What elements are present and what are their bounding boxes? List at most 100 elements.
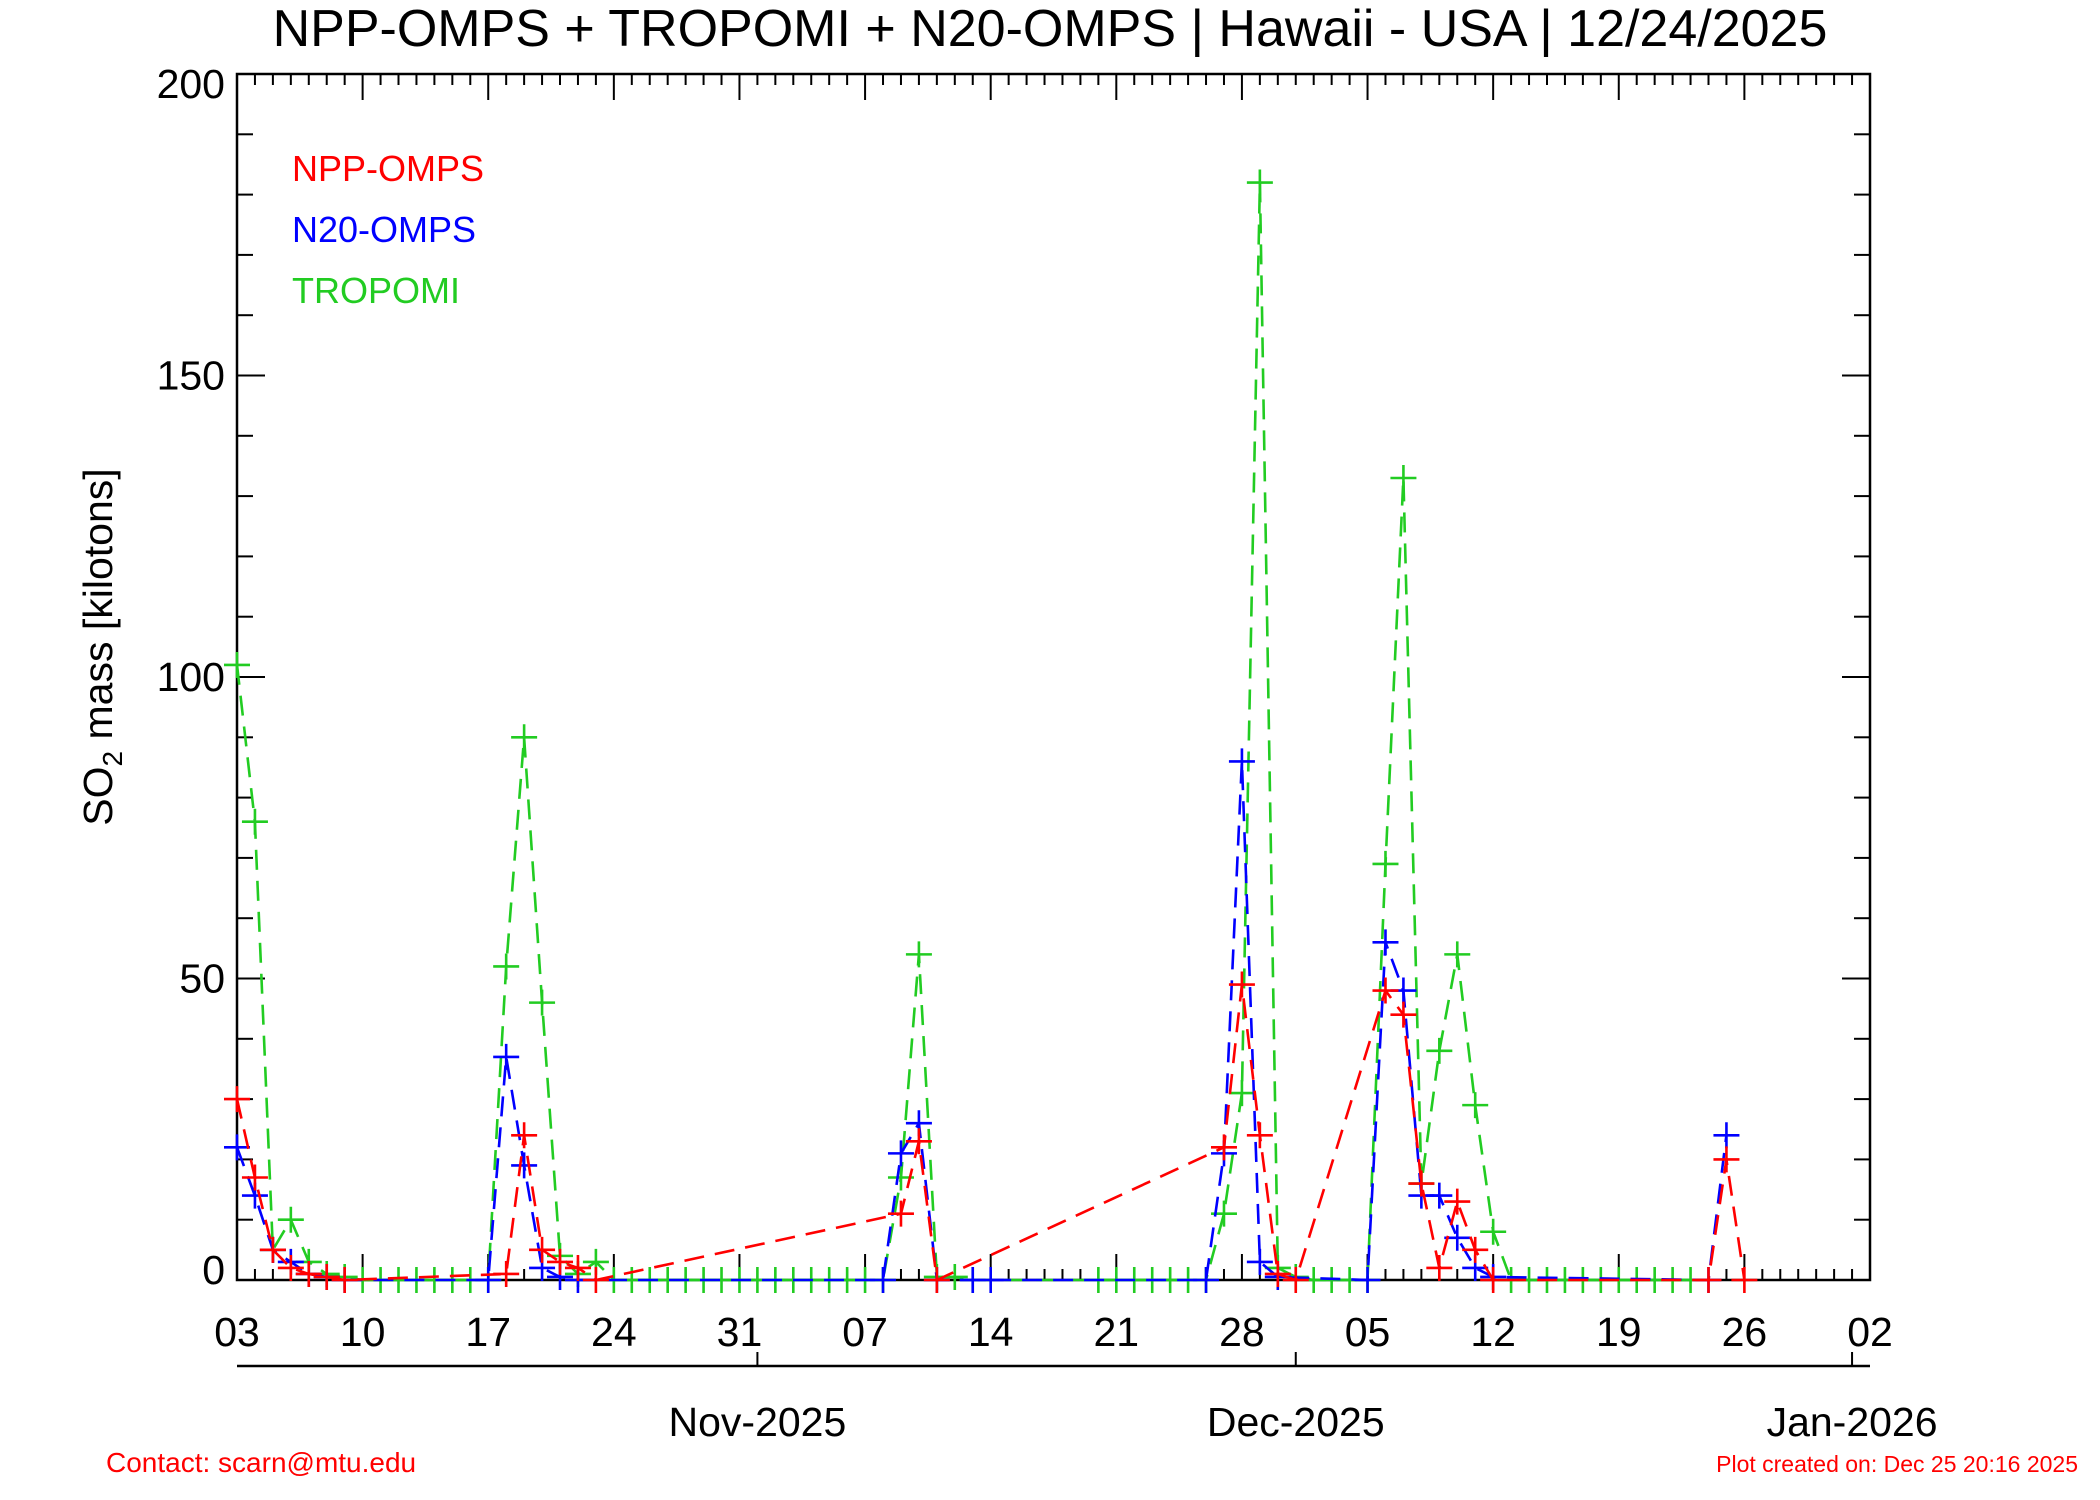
data-point	[870, 1267, 897, 1293]
x-tick-label: 26	[1722, 1309, 1768, 1355]
series-line	[235, 761, 1728, 1282]
data-point	[259, 1236, 286, 1263]
data-point	[493, 1260, 520, 1287]
chart-title: NPP-OMPS + TROPOMI + N20-OMPS | Hawaii -…	[273, 0, 1828, 58]
data-point	[241, 808, 268, 835]
data-point	[1444, 941, 1471, 968]
data-point	[1713, 1146, 1740, 1173]
legend-entry: TROPOMI	[292, 270, 460, 311]
month-label: Nov-2025	[669, 1399, 847, 1445]
data-point	[1282, 1267, 1309, 1293]
series-n20-omps	[224, 748, 1740, 1293]
data-point	[529, 1236, 556, 1263]
data-point	[1246, 1122, 1273, 1149]
series-layer	[224, 169, 1758, 1293]
data-point	[1246, 169, 1273, 196]
y-tick-label: 150	[157, 353, 225, 399]
data-point	[1354, 1267, 1381, 1293]
data-point	[511, 1152, 538, 1179]
data-point	[224, 1134, 250, 1161]
data-point	[1731, 1267, 1758, 1293]
data-point	[224, 1086, 250, 1113]
data-point	[1228, 971, 1255, 998]
legend-entry: NPP-OMPS	[292, 148, 484, 189]
data-point	[295, 1260, 322, 1287]
data-point	[511, 724, 538, 751]
data-point	[1695, 1267, 1722, 1293]
data-point	[923, 1267, 950, 1293]
data-point	[1426, 1037, 1453, 1064]
plot-frame	[235, 72, 1872, 1282]
data-point	[1462, 1092, 1489, 1119]
data-point	[1264, 1260, 1291, 1287]
x-tick-label: 31	[717, 1309, 763, 1355]
y-tick-label: 200	[157, 61, 225, 107]
data-point	[905, 941, 932, 968]
x-tick-label: 14	[968, 1309, 1014, 1355]
month-label: Jan-2026	[1767, 1399, 1938, 1445]
series-npp-omps	[224, 971, 1758, 1293]
data-point	[1426, 1254, 1453, 1281]
data-point	[1444, 1188, 1471, 1215]
data-point	[511, 1122, 538, 1149]
series-line	[235, 984, 1746, 1282]
month-label: Dec-2025	[1207, 1399, 1385, 1445]
data-point	[277, 1206, 304, 1233]
data-point	[905, 1128, 932, 1155]
data-point	[1372, 929, 1399, 956]
data-point	[977, 1267, 1004, 1293]
data-point	[1390, 465, 1417, 492]
data-point	[1228, 1080, 1255, 1107]
data-point	[582, 1267, 609, 1293]
data-point	[475, 1267, 502, 1293]
x-tick-label: 17	[465, 1309, 511, 1355]
legend: NPP-OMPS N20-OMPS TROPOMI	[292, 148, 484, 311]
x-tick-label: 07	[842, 1309, 888, 1355]
series-tropomi	[224, 169, 1704, 1293]
data-point	[1408, 1170, 1435, 1197]
data-point	[1228, 748, 1255, 775]
x-tick-label: 02	[1847, 1309, 1893, 1355]
y-axis-label: SO2 mass [kilotons]	[75, 468, 128, 825]
data-point	[313, 1263, 340, 1290]
data-point	[1193, 1267, 1220, 1293]
data-point	[1462, 1236, 1489, 1263]
x-tick-label: 05	[1345, 1309, 1391, 1355]
data-point	[1480, 1218, 1507, 1245]
data-point	[564, 1254, 591, 1281]
y-tick-label: 50	[179, 956, 225, 1002]
axes: 0 50 100 150 200 03 10 17 24 31 07 14 21 28 05 12 19 26 02…	[157, 61, 1938, 1445]
x-tick-label: 21	[1094, 1309, 1140, 1355]
series-line	[235, 182, 1691, 1282]
x-tick-label: 10	[340, 1309, 386, 1355]
data-point	[1372, 850, 1399, 877]
data-point	[1426, 1182, 1453, 1209]
legend-entry: N20-OMPS	[292, 209, 476, 250]
y-tick-label: 100	[157, 654, 225, 700]
x-tick-label: 03	[214, 1309, 260, 1355]
data-point	[277, 1254, 304, 1281]
contact-text: Contact: scarn@mtu.edu	[106, 1447, 416, 1478]
data-point	[887, 1200, 914, 1227]
svg-text:SO2 mass [kilotons]: SO2 mass [kilotons]	[75, 468, 128, 825]
data-point	[1480, 1267, 1507, 1293]
data-point	[1246, 1248, 1273, 1275]
data-point	[493, 1043, 520, 1070]
x-tick-label: 24	[591, 1309, 637, 1355]
y-tick-label: 0	[202, 1247, 225, 1293]
data-point	[529, 989, 556, 1016]
data-point	[1713, 1122, 1740, 1149]
data-point	[331, 1267, 358, 1293]
data-point	[1372, 977, 1399, 1004]
data-point	[241, 1164, 268, 1191]
data-point	[1390, 1001, 1417, 1028]
x-tick-label: 28	[1219, 1309, 1265, 1355]
data-point	[547, 1248, 574, 1275]
x-tick-label: 12	[1470, 1309, 1516, 1355]
plot-created-text: Plot created on: Dec 25 20:16 2025	[1716, 1451, 2078, 1477]
data-point	[493, 953, 520, 980]
x-tick-label: 19	[1596, 1309, 1642, 1355]
data-point	[1210, 1134, 1237, 1161]
data-point	[224, 651, 250, 678]
